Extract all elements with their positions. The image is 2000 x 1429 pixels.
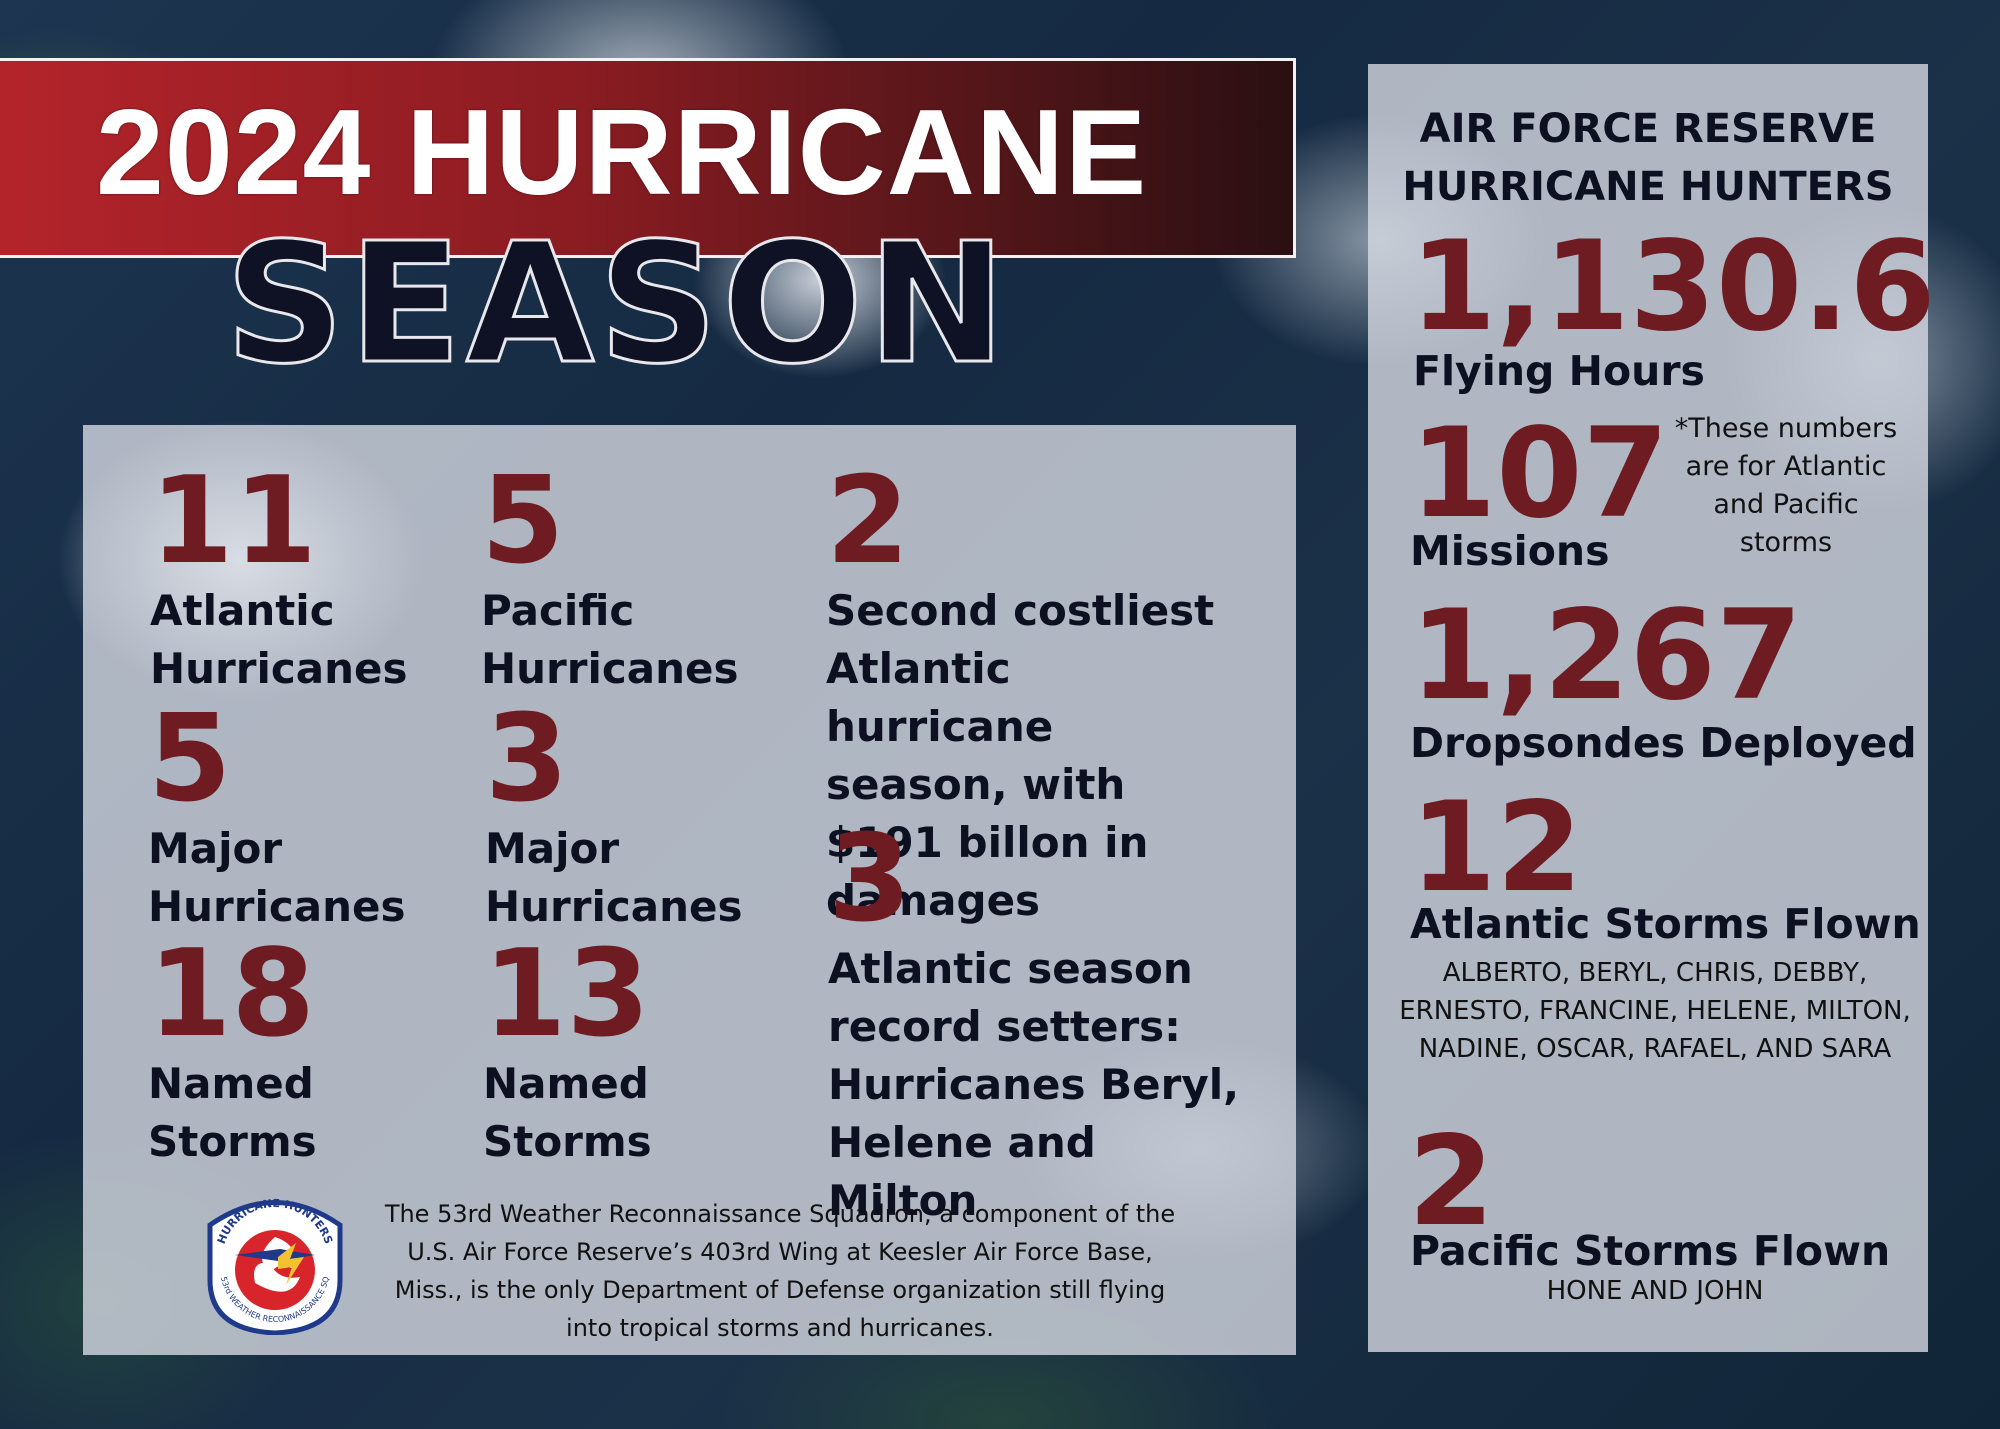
stat-pacific-hurricanes: 5 Pacific Hurricanes [481, 462, 741, 698]
flying-hours-number: 1,130.6 [1410, 215, 1936, 359]
left-stats-panel [83, 425, 1296, 1355]
stat-number: 11 [150, 452, 317, 591]
stat-number: 3 [485, 690, 569, 829]
flying-hours-label: Flying Hours [1413, 347, 1705, 395]
stat-label: Named Storms [148, 1059, 317, 1166]
atlantic-storms-label: Atlantic Storms Flown [1410, 900, 1921, 948]
stat-label: Atlantic Hurricanes [150, 586, 408, 693]
stat-record-setters: 3 Atlantic season record setters: Hurric… [828, 820, 1248, 1230]
missions-label: Missions [1410, 527, 1610, 575]
stat-atlantic-hurricanes: 11 Atlantic Hurricanes [150, 462, 410, 698]
title-line-2: SEASON [224, 208, 1011, 401]
stat-label: Pacific Hurricanes [481, 586, 739, 693]
stat-number: 18 [148, 925, 315, 1064]
right-stats-panel [1368, 64, 1928, 1352]
right-panel-header: AIR FORCE RESERVE HURRICANE HUNTERS [1402, 106, 1894, 210]
stat-label: Named Storms [483, 1059, 652, 1166]
pacific-storm-names: HONE AND JOHN [1546, 1276, 1764, 1306]
stat-label: Major Hurricanes [148, 824, 406, 931]
footnote: *These numbers are for Atlantic and Paci… [1674, 413, 1898, 558]
stat-number: 5 [148, 690, 232, 829]
stat-pacific-major-hurricanes: 3 Major Hurricanes [485, 700, 745, 936]
title-banner [0, 58, 1296, 258]
stat-number: 2 [826, 452, 910, 591]
pacific-storms-label: Pacific Storms Flown [1410, 1227, 1891, 1275]
atlantic-storms-number: 12 [1410, 776, 1583, 920]
stat-number: 3 [828, 810, 912, 949]
atlantic-storm-names: ALBERTO, BERYL, CHRIS, DEBBY, ERNESTO, F… [1399, 958, 1911, 1064]
stat-number: 5 [481, 452, 565, 591]
stat-label: Major Hurricanes [485, 824, 743, 931]
stat-label: Second costliest Atlantic hurricane seas… [826, 586, 1215, 925]
stat-number: 13 [483, 925, 650, 1064]
stat-atlantic-major-hurricanes: 5 Major Hurricanes [148, 700, 408, 936]
dropsondes-number: 1,267 [1410, 584, 1803, 728]
stat-pacific-named-storms: 13 Named Storms [483, 935, 683, 1171]
title-line-1: 2024 HURRICANE [96, 84, 1148, 220]
stat-label: Atlantic season record setters: Hurrican… [828, 944, 1240, 1225]
stat-atlantic-named-storms: 18 Named Storms [148, 935, 348, 1171]
missions-number: 107 [1410, 402, 1669, 546]
squadron-description: The 53rd Weather Reconnaissance Squadron… [384, 1200, 1176, 1342]
dropsondes-label: Dropsondes Deployed [1410, 719, 1917, 767]
stat-costliest-season: 2 Second costliest Atlantic hurricane se… [826, 462, 1246, 930]
hurricane-hunters-emblem-icon: HURRICANE HUNTERS 53rd WEATHER RECONNAIS… [200, 1185, 350, 1336]
pacific-storms-number: 2 [1408, 1110, 1495, 1254]
